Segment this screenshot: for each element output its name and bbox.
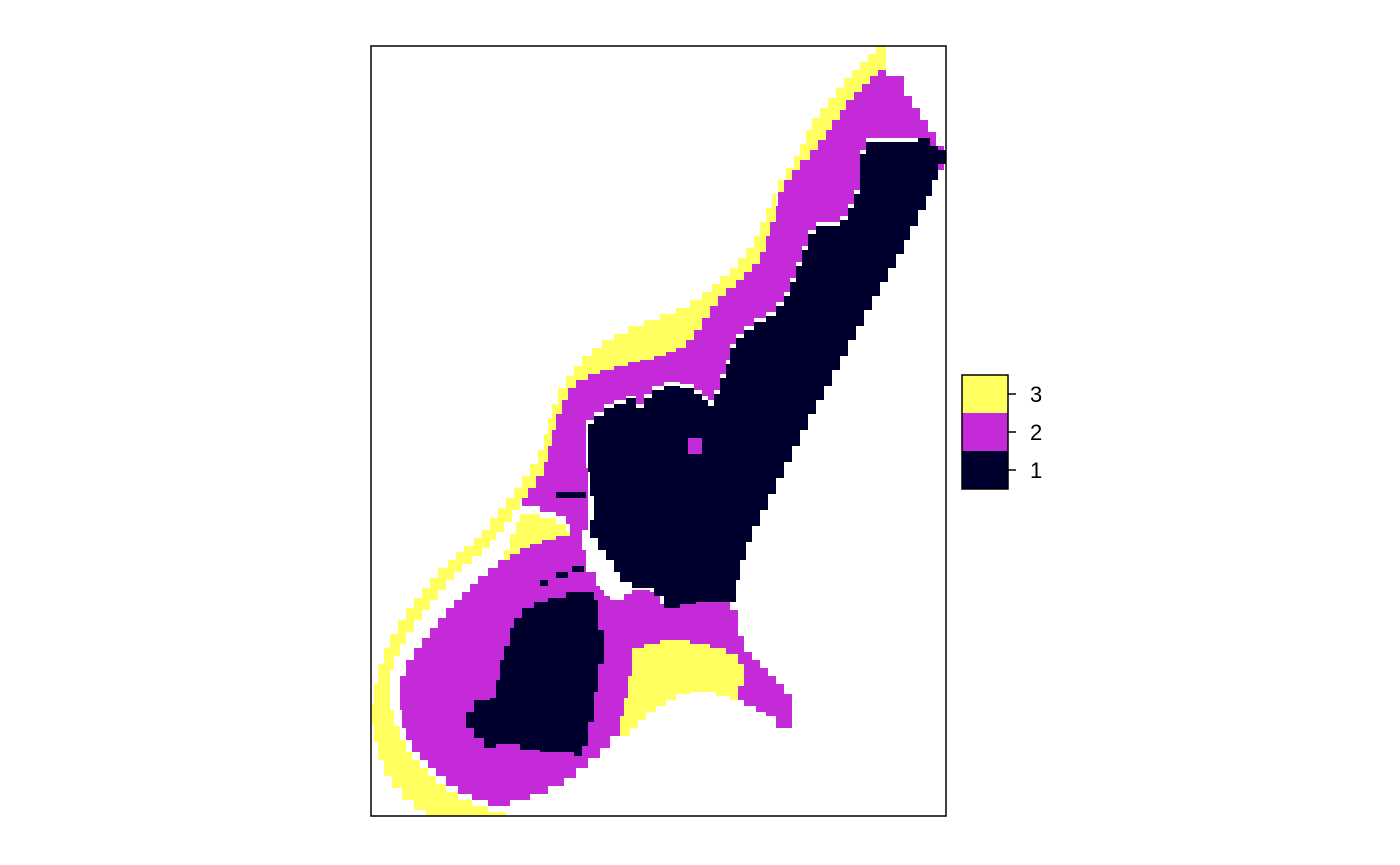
legend-swatch-1: [962, 451, 1008, 489]
raster-class-3-region: [372, 46, 886, 816]
raster-class-1-region: [466, 138, 946, 756]
raster-class-1-speck: [556, 492, 586, 498]
legend-swatch-2: [962, 413, 1008, 451]
legend-label: 2: [1030, 420, 1042, 445]
raster-class-1-speck: [572, 566, 584, 572]
raster-class-1-speck: [556, 572, 568, 578]
raster-class-1-speck: [540, 580, 548, 586]
legend: 3 2 1: [961, 374, 1042, 490]
legend-label: 1: [1030, 458, 1042, 483]
raster-class-2-patch: [688, 438, 702, 454]
legend-border: [961, 374, 1009, 490]
map-frame-border: [370, 45, 947, 817]
legend-swatch-3: [962, 375, 1008, 413]
legend-label: 3: [1030, 382, 1042, 407]
